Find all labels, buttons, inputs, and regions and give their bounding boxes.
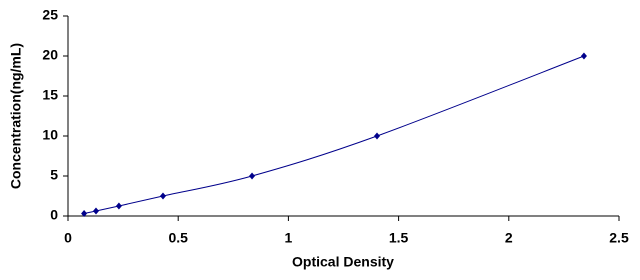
y-tick-label: 0: [50, 207, 58, 223]
x-axis-label: Optical Density: [292, 254, 394, 270]
x-tick-label: 1: [285, 230, 293, 246]
x-tick-label: 1.5: [389, 230, 409, 246]
x-tick-label: 2: [505, 230, 513, 246]
curve: [83, 55, 585, 214]
y-tick-label: 20: [42, 47, 58, 63]
point: [580, 52, 587, 60]
x-tick-label: 2.5: [609, 230, 629, 246]
point: [374, 132, 381, 140]
y-axis-label: Concentration(ng/mL): [8, 43, 24, 189]
y-tick-label: 5: [50, 167, 58, 183]
x-tick-label: 0: [64, 230, 72, 246]
point: [159, 192, 166, 200]
point: [92, 207, 99, 215]
y-tick-label: 25: [42, 7, 58, 23]
point: [115, 202, 122, 210]
point: [249, 172, 256, 180]
y-tick-label: 15: [42, 87, 58, 103]
point: [81, 210, 88, 217]
y-tick-label: 10: [42, 127, 58, 143]
x-tick-label: 0.5: [168, 230, 188, 246]
